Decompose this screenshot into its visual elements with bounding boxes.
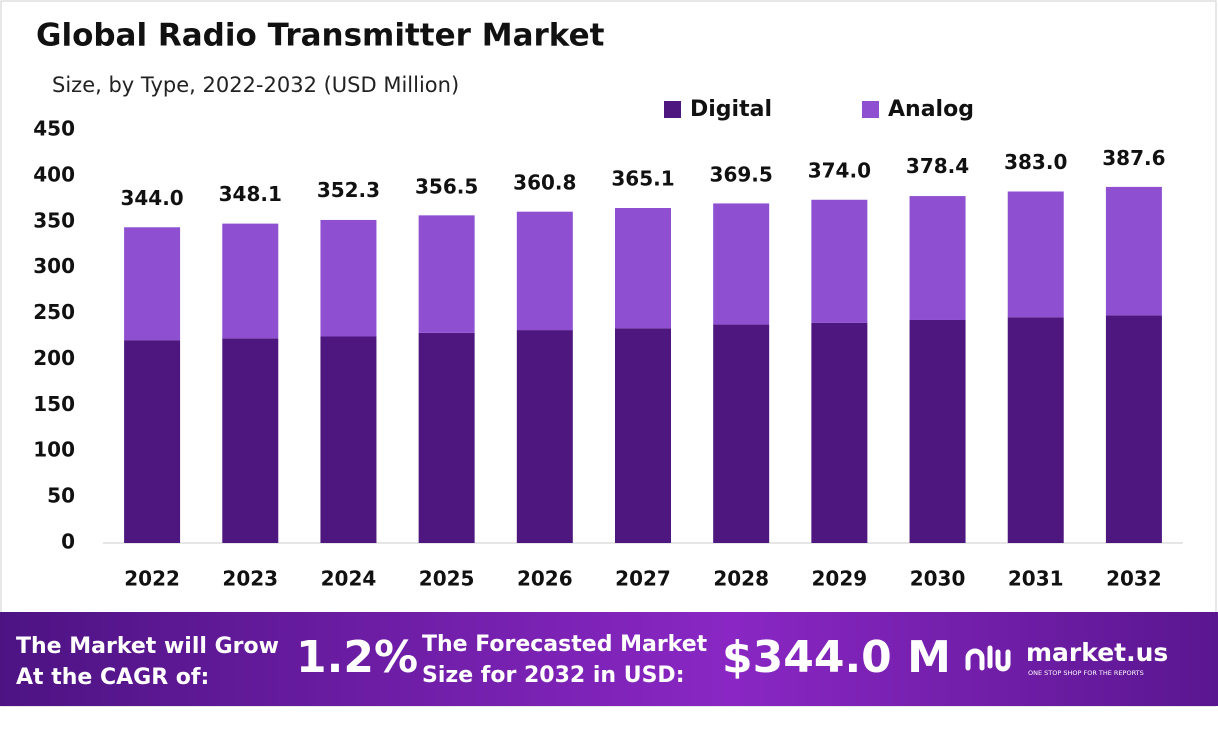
bar-segment bbox=[615, 208, 671, 329]
total-label: 344.0 bbox=[120, 186, 183, 210]
bar-segment bbox=[516, 211, 573, 331]
total-label: 387.6 bbox=[1102, 146, 1165, 170]
y-tick-label: 0 bbox=[61, 530, 75, 554]
y-tick-label: 150 bbox=[33, 392, 75, 416]
bar-segment bbox=[909, 319, 966, 543]
bar-segment bbox=[320, 219, 377, 337]
chart-subtitle: Size, by Type, 2022-2032 (USD Million) bbox=[52, 73, 459, 97]
footer: The Market will Grow At the CAGR of: 1.2… bbox=[16, 632, 1168, 690]
plot: 0 50 100 150 200 250 300 350 400 450 2022 344.0 2023… bbox=[33, 97, 1183, 591]
forecast-label: The Forecasted Market bbox=[422, 632, 708, 657]
legend-label: Digital bbox=[690, 97, 772, 122]
total-label: 365.1 bbox=[611, 166, 674, 190]
legend-swatch bbox=[862, 101, 879, 118]
total-label: 360.8 bbox=[513, 170, 576, 194]
bar-segment bbox=[1105, 315, 1162, 543]
bar-segment bbox=[418, 332, 475, 543]
x-tick-label: 2027 bbox=[615, 567, 671, 591]
legend-swatch bbox=[664, 101, 681, 118]
total-label: 383.0 bbox=[1004, 150, 1067, 174]
bar-segment bbox=[1105, 186, 1162, 316]
x-tick-label: 2022 bbox=[124, 567, 180, 591]
y-tick-label: 200 bbox=[33, 346, 75, 370]
y-tick-label: 300 bbox=[33, 254, 75, 278]
total-label: 378.4 bbox=[906, 154, 969, 178]
forecast-label: Size for 2032 in USD: bbox=[422, 663, 685, 688]
x-tick-label: 2025 bbox=[419, 567, 475, 591]
total-label: 356.5 bbox=[415, 174, 478, 198]
y-tick-label: 50 bbox=[47, 484, 75, 508]
bar-segment bbox=[615, 328, 671, 543]
legend-label: Analog bbox=[888, 97, 974, 122]
bar-segment bbox=[1007, 191, 1064, 318]
y-tick-label: 100 bbox=[33, 438, 75, 462]
bar-segment bbox=[222, 338, 279, 543]
total-label: 348.1 bbox=[219, 182, 282, 206]
x-tick-label: 2032 bbox=[1106, 567, 1162, 591]
tagline: ONE STOP SHOP FOR THE REPORTS bbox=[1028, 669, 1144, 677]
cagr-label: At the CAGR of: bbox=[16, 665, 209, 690]
bar-segment bbox=[418, 215, 475, 333]
bar-segment bbox=[320, 336, 377, 543]
x-tick-label: 2023 bbox=[222, 567, 278, 591]
total-label: 374.0 bbox=[808, 158, 871, 182]
bar-segment bbox=[713, 203, 770, 325]
forecast-value: $344.0 M bbox=[722, 632, 951, 683]
x-tick-label: 2026 bbox=[517, 567, 573, 591]
total-label: 352.3 bbox=[317, 178, 380, 202]
logo-icon bbox=[965, 645, 1011, 672]
x-tick-label: 2030 bbox=[910, 567, 966, 591]
bar-segment bbox=[124, 227, 181, 341]
total-label: 369.5 bbox=[710, 162, 773, 186]
bar-segment bbox=[909, 196, 966, 320]
x-tick-label: 2024 bbox=[321, 567, 377, 591]
y-tick-label: 350 bbox=[33, 208, 75, 232]
cagr-value: 1.2% bbox=[296, 632, 418, 683]
x-tick-label: 2028 bbox=[713, 567, 769, 591]
brand: market.us bbox=[1026, 638, 1168, 667]
x-tick-label: 2029 bbox=[812, 567, 868, 591]
bar-segment bbox=[124, 340, 181, 543]
bar-segment bbox=[811, 322, 868, 543]
bar-segment bbox=[516, 330, 573, 543]
y-tick-label: 250 bbox=[33, 300, 75, 324]
footer-band bbox=[0, 612, 1218, 706]
bar-segment bbox=[222, 223, 279, 339]
y-tick-label: 400 bbox=[33, 162, 75, 186]
y-tick-label: 450 bbox=[33, 117, 75, 141]
bar-segment bbox=[713, 324, 770, 543]
bar-segment bbox=[1007, 317, 1064, 543]
cagr-label: The Market will Grow bbox=[16, 634, 279, 659]
x-tick-label: 2031 bbox=[1008, 567, 1064, 591]
bar-segment bbox=[811, 199, 868, 323]
chart-title: Global Radio Transmitter Market bbox=[36, 18, 605, 54]
